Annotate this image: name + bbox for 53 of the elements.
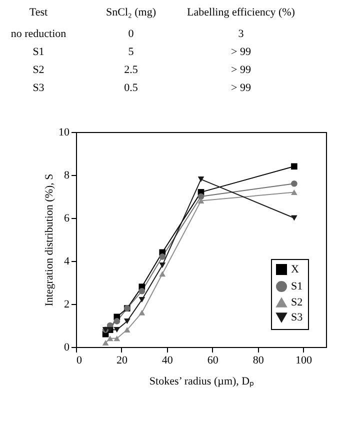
text: > 99 xyxy=(231,64,251,76)
y-tick-label: 2 xyxy=(64,298,70,310)
y-tick-label: S3 xyxy=(32,82,45,94)
x-axis-title: Stokes’ radius (µm), Dₚ xyxy=(149,376,254,388)
y-tick-label: 10 xyxy=(58,126,70,138)
text: 2.5 xyxy=(124,64,138,76)
legend-label: S3 xyxy=(291,312,304,324)
point xyxy=(198,198,204,204)
y-tick-label: 6 xyxy=(64,212,70,224)
legend-label: S2 xyxy=(291,296,303,308)
y-tick-label: S2 xyxy=(32,64,44,76)
text: 0 xyxy=(128,28,134,40)
point xyxy=(159,262,166,268)
text: > 99 xyxy=(231,46,251,58)
text: > 99 xyxy=(231,82,251,94)
x-tick-label: 60 xyxy=(207,354,219,366)
point xyxy=(159,254,166,260)
x-tick-label: 20 xyxy=(116,354,128,366)
point xyxy=(159,271,166,277)
point xyxy=(291,180,298,187)
x-tick-label: 80 xyxy=(252,354,264,366)
point xyxy=(114,327,120,333)
y-tick-label: 0 xyxy=(64,342,70,354)
point xyxy=(106,336,114,342)
point xyxy=(114,336,120,342)
legend-label: S1 xyxy=(291,280,303,292)
y-axis-title: Test xyxy=(29,6,48,18)
y-tick-label: S1 xyxy=(32,46,44,58)
text: 0.5 xyxy=(124,82,138,94)
point xyxy=(291,163,298,170)
point xyxy=(198,176,204,182)
y-axis-title: Integration distribution (%), S xyxy=(44,174,56,306)
x-tick-label: 0 xyxy=(76,354,82,366)
y-tick-label: no reduction xyxy=(10,28,67,40)
x-tick-label: 100 xyxy=(296,354,313,366)
point xyxy=(198,193,204,200)
point xyxy=(114,318,120,324)
text: 3 xyxy=(238,28,244,40)
y-tick-label: 8 xyxy=(64,170,70,182)
point xyxy=(138,310,146,316)
point xyxy=(124,318,130,324)
x-tick-label: 40 xyxy=(162,354,174,366)
x-tick-label: Labelling efficiency (%) xyxy=(187,6,296,18)
point xyxy=(291,215,298,221)
x-tick-label: SnCl₂ (mg) xyxy=(106,6,156,18)
legend-label: X xyxy=(291,264,299,276)
point xyxy=(124,327,130,333)
point xyxy=(291,189,298,195)
point xyxy=(102,340,109,346)
point xyxy=(138,288,146,294)
y-tick-label: 4 xyxy=(64,256,70,268)
point xyxy=(138,296,146,302)
text: 5 xyxy=(128,46,134,58)
